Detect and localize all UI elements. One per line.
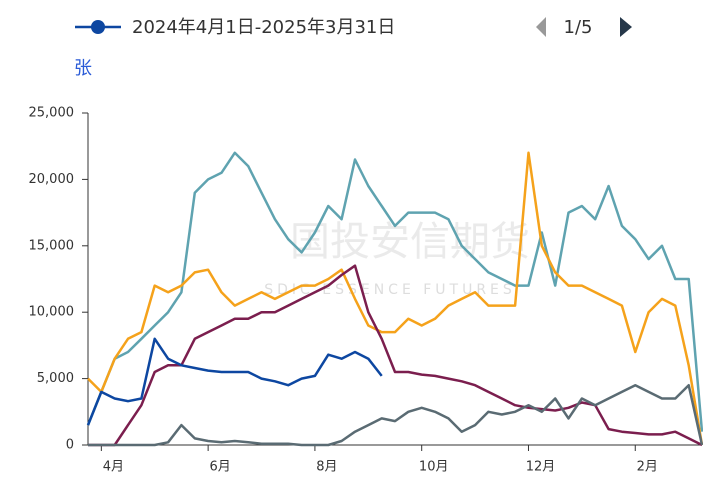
next-page[interactable] bbox=[620, 17, 632, 37]
legend-label: 2024年4月1日-2025年3月31日 bbox=[132, 17, 395, 38]
series-line bbox=[88, 264, 703, 447]
series-line bbox=[86, 337, 383, 426]
x-tick-label: 12月 bbox=[526, 460, 556, 475]
y-tick-label: 20,000 bbox=[29, 172, 75, 187]
y-axis-label: 张 bbox=[74, 58, 92, 79]
legend-marker bbox=[91, 20, 105, 34]
series-line bbox=[87, 151, 703, 446]
prev-page[interactable] bbox=[536, 17, 546, 37]
x-tick-label: 4月 bbox=[103, 460, 124, 475]
y-tick-label: 25,000 bbox=[29, 106, 75, 121]
series-line bbox=[88, 383, 703, 447]
x-tick-label: 10月 bbox=[419, 460, 449, 475]
y-tick-label: 0 bbox=[66, 438, 74, 453]
legend-page: 1/5 bbox=[564, 17, 593, 38]
y-tick-label: 10,000 bbox=[29, 305, 75, 320]
x-tick-label: 6月 bbox=[209, 460, 230, 475]
series-line bbox=[86, 151, 703, 432]
y-tick-label: 5,000 bbox=[37, 371, 74, 386]
watermark: 国投安信期货 bbox=[290, 219, 530, 265]
x-tick-label: 8月 bbox=[316, 460, 337, 475]
x-tick-label: 2月 bbox=[637, 460, 658, 475]
y-tick-label: 15,000 bbox=[29, 238, 75, 253]
